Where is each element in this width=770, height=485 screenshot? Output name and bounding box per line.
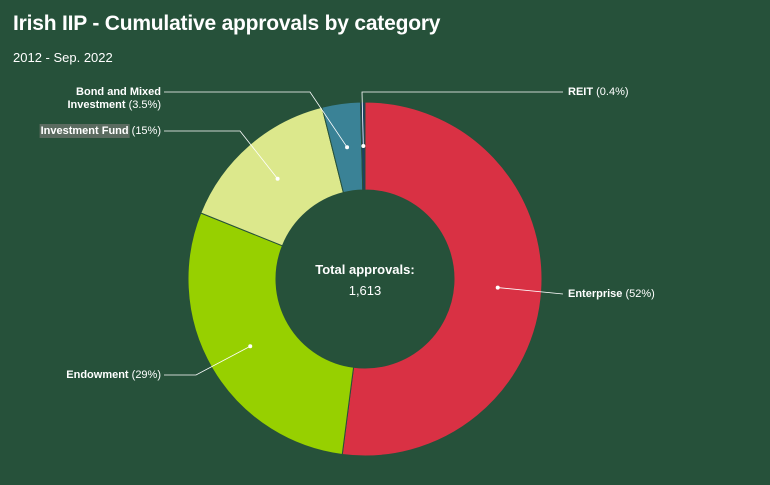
slice-endowment[interactable] (187, 212, 355, 456)
leader-line-investment-fund (164, 130, 278, 179)
data-label-enterprise: Enterprise (52%) (568, 288, 655, 300)
leader-line-reit (361, 91, 563, 147)
data-label-bond-and-mixed-investment: Investment (3.5%) (67, 99, 161, 111)
center-total-label: Total approvals: (315, 262, 414, 277)
leader-line-endowment (164, 345, 251, 376)
chart-title: Irish IIP - Cumulative approvals by cate… (13, 12, 441, 35)
chart-subtitle: 2012 - Sep. 2022 (13, 50, 113, 65)
slice-enterprise[interactable] (341, 101, 543, 457)
leader-lines-group (164, 91, 564, 376)
slices-group (187, 101, 543, 457)
center-total-value: 1,613 (349, 283, 382, 298)
label-highlight (39, 124, 130, 138)
data-label-reit: REIT (0.4%) (568, 86, 629, 98)
leader-line-bond-and-mixed-investment (164, 91, 348, 148)
data-label-investment-fund: Investment Fund (15%) (41, 125, 161, 137)
leader-line-enterprise (497, 287, 564, 295)
slice-investment-fund[interactable] (200, 106, 344, 247)
data-label-bond-and-mixed-investment: Bond and Mixed (76, 86, 161, 98)
data-labels-group: Enterprise (52%) Endowment (29%) Investmen… (39, 86, 655, 381)
data-label-endowment: Endowment (29%) (66, 369, 161, 381)
